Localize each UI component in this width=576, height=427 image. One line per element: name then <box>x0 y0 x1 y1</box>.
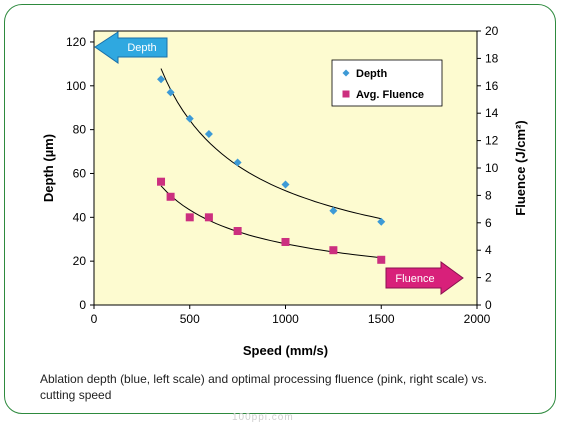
depth-point <box>329 206 338 215</box>
fluence-point <box>329 246 338 255</box>
y-right-tick-label: 20 <box>485 24 499 38</box>
x-axis-title: Speed (mm/s) <box>243 343 328 358</box>
fluence-arrow-label: Fluence <box>395 273 434 285</box>
legend-label: Avg. Fluence <box>356 89 424 101</box>
trendline <box>160 185 382 259</box>
depth-point <box>204 130 213 139</box>
y-left-tick-label: 40 <box>73 210 87 224</box>
y-right-tick-label: 2 <box>485 271 492 285</box>
x-tick-label: 1000 <box>272 312 299 326</box>
y-right-tick-label: 14 <box>485 106 499 120</box>
y-left-tick-label: 60 <box>73 166 87 180</box>
y-right-tick-label: 12 <box>485 134 499 148</box>
trendline <box>160 68 382 220</box>
x-tick-label: 500 <box>180 312 200 326</box>
y-left-tick-label: 0 <box>79 298 86 312</box>
fluence-point <box>204 213 213 222</box>
legend <box>331 59 443 107</box>
fluence-arrow <box>385 261 464 295</box>
depth-point <box>166 88 175 97</box>
y-left-tick-label: 100 <box>66 79 86 93</box>
y-right-tick-label: 6 <box>485 216 492 230</box>
fluence-point <box>377 255 386 264</box>
y-left-tick-label: 20 <box>73 254 87 268</box>
y-left-tick-label: 120 <box>66 35 86 49</box>
depth-arrow <box>94 31 168 64</box>
depth-point <box>233 158 242 167</box>
depth-point <box>185 114 194 123</box>
depth-point <box>281 180 290 189</box>
y-left-tick-label: 80 <box>73 123 87 137</box>
y-right-tick-label: 8 <box>485 188 492 202</box>
y-right-axis-title: Fluence (J/cm²) <box>513 120 528 215</box>
y-right-tick-label: 16 <box>485 79 499 93</box>
fluence-point <box>157 177 166 186</box>
depth-point <box>377 217 386 226</box>
depth-point <box>157 75 166 84</box>
chart-caption: Ablation depth (blue, left scale) and op… <box>40 372 487 402</box>
y-right-tick-label: 18 <box>485 51 499 65</box>
x-tick-label: 2000 <box>464 312 491 326</box>
y-right-tick-label: 0 <box>485 298 492 312</box>
y-right-tick-label: 4 <box>485 243 492 257</box>
fluence-point <box>185 213 194 222</box>
fluence-point <box>166 192 175 201</box>
fluence-point <box>281 237 290 246</box>
fluence-point <box>233 227 242 236</box>
watermark: 100ppi.com <box>232 412 294 423</box>
x-tick-label: 1500 <box>368 312 395 326</box>
depth-arrow-label: Depth <box>127 42 156 54</box>
x-tick-label: 0 <box>91 312 98 326</box>
y-right-tick-label: 10 <box>485 161 499 175</box>
y-left-axis-title: Depth (µm) <box>41 134 56 202</box>
legend-marker <box>342 90 350 98</box>
legend-marker <box>342 69 350 77</box>
legend-label: Depth <box>356 68 387 80</box>
